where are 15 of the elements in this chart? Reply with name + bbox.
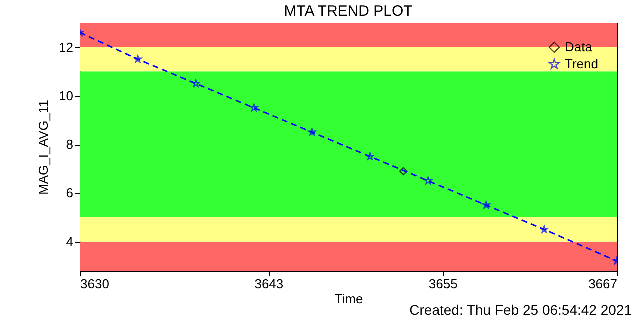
legend-label: Trend: [565, 56, 598, 72]
x-tick-label: 3630: [80, 276, 110, 292]
y-tick-label: 4: [66, 234, 74, 250]
y-tick-label: 12: [59, 40, 74, 55]
x-tick-label: 3655: [428, 276, 458, 292]
x-tick-label: 3667: [588, 276, 618, 292]
text: Created: Thu Feb 25 06:54:42 2021: [410, 302, 632, 318]
chart-title: MTA TREND PLOT: [284, 3, 413, 20]
y-tick-label: 8: [66, 137, 74, 152]
y-axis-title: MAG_I_AVG_11: [36, 100, 52, 195]
legend-label: Data: [565, 40, 594, 54]
y-tick-label: 10: [59, 88, 74, 104]
y-tick-label: 6: [66, 186, 74, 201]
x-tick-label: 3643: [254, 276, 284, 292]
x-axis-title: Time: [334, 292, 364, 306]
